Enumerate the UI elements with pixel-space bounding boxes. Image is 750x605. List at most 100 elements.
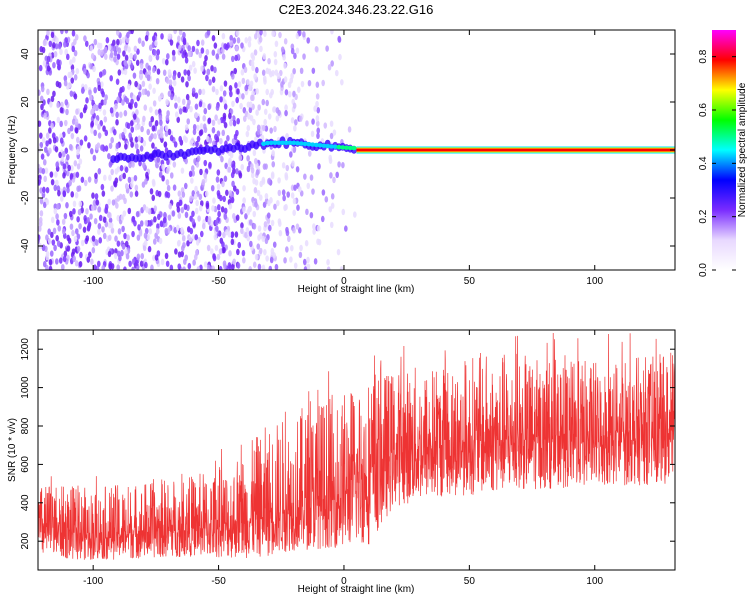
colorbar-tick-label: 0.4 — [698, 156, 709, 170]
noise-speckle — [328, 206, 333, 213]
noise-speckle — [166, 184, 171, 192]
noise-speckle — [194, 185, 198, 193]
noise-speckle — [71, 248, 76, 255]
spectrogram-y-tick-label: 20 — [20, 96, 31, 108]
noise-speckle — [257, 263, 262, 270]
noise-speckle — [39, 132, 43, 139]
noise-speckle — [203, 60, 207, 67]
noise-speckle — [39, 210, 44, 217]
noise-speckle — [148, 83, 152, 90]
noise-speckle — [165, 179, 170, 186]
spectrogram-y-tick-label: 40 — [20, 48, 31, 60]
noise-speckle — [148, 220, 152, 227]
noise-speckle — [311, 118, 315, 125]
noise-speckle — [123, 68, 128, 76]
noise-speckle — [92, 154, 97, 162]
noise-speckle — [60, 195, 64, 202]
noise-speckle — [118, 38, 123, 46]
noise-speckle — [152, 254, 156, 262]
noise-speckle — [122, 210, 127, 217]
noise-speckle — [261, 124, 266, 132]
noise-speckle — [59, 120, 63, 128]
noise-speckle — [190, 165, 195, 172]
noise-speckle — [137, 123, 141, 130]
noise-speckle — [253, 187, 258, 194]
noise-speckle — [145, 206, 149, 213]
noise-speckle — [89, 63, 93, 70]
noise-speckle — [195, 48, 199, 55]
noise-speckle — [294, 119, 298, 126]
noise-speckle — [325, 45, 329, 52]
noise-speckle — [53, 244, 57, 252]
ridge-dot — [272, 140, 278, 145]
noise-speckle — [118, 91, 122, 98]
noise-speckle — [83, 68, 87, 75]
noise-speckle — [123, 197, 127, 205]
noise-speckle — [91, 247, 96, 254]
spectrogram-x-label: Height of straight line (km) — [298, 284, 415, 295]
noise-speckle — [272, 106, 276, 113]
spectrogram-y-label: Frequency (Hz) — [7, 116, 18, 185]
noise-speckle — [49, 101, 53, 108]
noise-speckle — [199, 123, 204, 130]
noise-speckle — [58, 257, 63, 264]
noise-speckle — [156, 48, 161, 56]
noise-speckle — [165, 77, 170, 84]
noise-speckle — [45, 198, 50, 206]
noise-speckle — [254, 253, 259, 261]
noise-speckle — [198, 51, 203, 59]
noise-speckle — [167, 69, 172, 76]
noise-speckle — [337, 161, 341, 168]
noise-speckle — [201, 178, 206, 186]
noise-speckle — [97, 228, 101, 235]
noise-speckle — [176, 224, 180, 232]
noise-speckle — [135, 109, 139, 116]
colorbar-tick-label: 0.2 — [698, 209, 709, 223]
noise-speckle — [165, 58, 169, 66]
noise-speckle — [116, 195, 121, 202]
noise-speckle — [246, 155, 250, 162]
ridge-dot — [302, 141, 308, 147]
noise-speckle — [238, 172, 243, 179]
noise-speckle — [61, 150, 66, 158]
noise-speckle — [57, 81, 62, 89]
noise-speckle — [137, 91, 142, 98]
noise-speckle — [177, 263, 182, 270]
noise-speckle — [329, 221, 334, 229]
noise-speckle — [41, 244, 46, 251]
noise-speckle — [152, 180, 156, 187]
noise-speckle — [275, 107, 280, 114]
noise-speckle — [104, 207, 109, 214]
noise-speckle — [128, 260, 132, 267]
noise-speckle — [228, 112, 232, 120]
noise-speckle — [241, 77, 246, 85]
noise-speckle — [98, 42, 103, 50]
noise-speckle — [240, 69, 245, 76]
noise-speckle — [148, 54, 153, 62]
noise-speckle — [200, 200, 204, 207]
noise-speckle — [116, 250, 121, 257]
noise-speckle — [134, 101, 138, 109]
noise-speckle — [152, 35, 156, 42]
noise-speckle — [173, 30, 177, 35]
noise-speckle — [205, 74, 209, 82]
noise-speckle — [329, 120, 334, 127]
noise-speckle — [84, 84, 88, 91]
noise-speckle — [249, 219, 253, 226]
noise-speckle — [107, 152, 111, 160]
noise-speckle — [116, 240, 121, 247]
noise-speckle — [249, 80, 254, 87]
noise-speckle — [305, 208, 309, 216]
noise-speckle — [293, 125, 297, 132]
noise-speckle — [195, 239, 200, 246]
noise-speckle — [218, 265, 223, 270]
noise-speckle — [168, 79, 173, 86]
noise-speckle — [59, 137, 64, 144]
noise-speckle — [123, 45, 128, 52]
noise-speckle — [46, 65, 51, 72]
noise-speckle — [338, 53, 342, 61]
noise-speckle — [113, 252, 118, 260]
noise-speckle — [62, 255, 67, 263]
noise-speckle — [211, 119, 216, 127]
spectrogram-y-tick-label: -40 — [20, 238, 31, 253]
